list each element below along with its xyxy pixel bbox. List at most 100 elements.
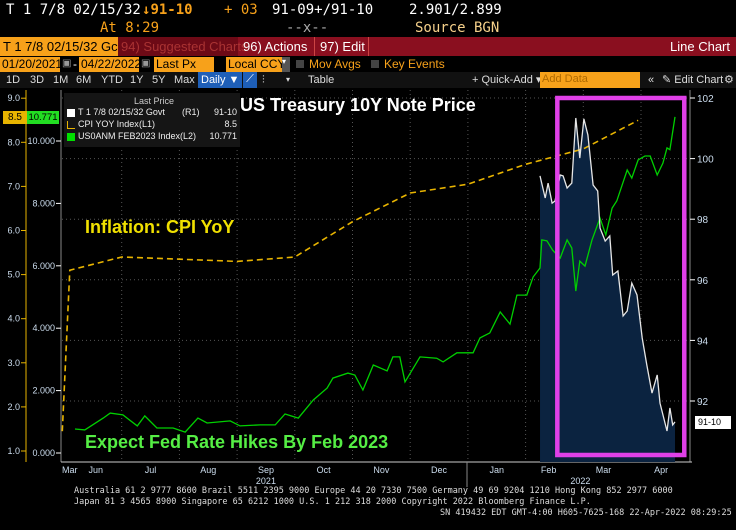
periodicity-select[interactable]: Daily ▼ (198, 72, 243, 88)
range-1m[interactable]: 1M (53, 74, 69, 86)
x-tick-label: Mar (596, 465, 612, 475)
legend-axis: (L2) (180, 131, 197, 141)
edit-chart-button[interactable]: ✎ Edit Chart (662, 74, 724, 86)
year-label: 2021 (256, 476, 276, 486)
cpi-series-line (61, 119, 639, 432)
cpi-tick-label: 5.0 (7, 270, 20, 280)
cpi-tick-label: 4.0 (7, 314, 20, 324)
x-tick-label: Sep (258, 465, 274, 475)
collapse-icon[interactable]: « (648, 74, 655, 86)
x-tick-label: Apr (654, 465, 668, 475)
legend-swatch-fed (67, 133, 75, 141)
edit-menu[interactable]: 97) Edit (317, 37, 369, 56)
fed-tick-label: 0.000 (32, 448, 55, 458)
field-select[interactable]: Last Px (154, 57, 214, 72)
legend-title: Last Price (134, 96, 175, 106)
cpi-tick-label: 3.0 (7, 358, 20, 368)
cpi-tick-label: 8.0 (7, 137, 20, 147)
bid-ask: 91-09+/91-10 (272, 2, 374, 18)
x-tick-label: Jun (88, 465, 103, 475)
footer-line-3: SN 419432 EDT GMT-4:00 H605-7625-168 22-… (440, 508, 732, 518)
year-label: 2022 (570, 476, 590, 486)
chart-area[interactable]: 1.0 2.0 3.0 4.0 5.0 6.0 7.0 8.0 9.0 0.000 2.000 4.0… (0, 88, 736, 530)
range-max[interactable]: Max (174, 74, 195, 86)
fed-series-line (74, 116, 676, 433)
x-tick-label: Nov (373, 465, 390, 475)
date-controls: 01/20/2021 ▣ - 04/22/2022 ▣ Last Px Loca… (0, 56, 736, 72)
range-1d[interactable]: 1D (6, 74, 21, 86)
price-area-fill (540, 118, 676, 462)
line-chart-icon[interactable]: ⟋ (243, 72, 257, 88)
legend-name: CPI YOY Index (78, 119, 139, 129)
bar-chart-icon[interactable]: ⫶ (262, 74, 265, 86)
footer-line-1: Australia 61 2 9777 8600 Brazil 5511 239… (74, 486, 673, 496)
price-last-badge: 91-10 (695, 416, 731, 429)
cpi-tick-label: 1.0 (7, 446, 20, 456)
range-toolbar: 1D 3D 1M 6M YTD 1Y 5Y Max Daily ▼ ⟋ ⫶ ▾ … (0, 72, 736, 88)
range-6m[interactable]: 6M (76, 74, 92, 86)
mov-avgs-checkbox[interactable] (296, 60, 304, 68)
annotation-fed: Expect Fed Rate Hikes By Feb 2023 (85, 432, 389, 452)
last-price-value: 91-10 (150, 2, 193, 18)
cpi-tick-label: 6.0 (7, 226, 20, 236)
key-events-label[interactable]: Key Events (384, 57, 445, 71)
mid-indicator: --x-- (286, 20, 329, 36)
price-tick-label: 100 (697, 155, 714, 166)
price-change: + 03 (224, 2, 258, 18)
legend-value: 8.5 (224, 119, 237, 129)
range-1y[interactable]: 1Y (130, 74, 144, 86)
fed-tick-label: 2.000 (32, 386, 55, 396)
quick-add-button[interactable]: + Quick-Add ▾ (472, 74, 542, 86)
legend-value: 91-10 (213, 107, 237, 117)
range-5y[interactable]: 5Y (152, 74, 166, 86)
range-3d[interactable]: 3D (30, 74, 45, 86)
highlight-box (555, 95, 687, 458)
legend-swatch-cpi (67, 121, 75, 129)
calendar-icon[interactable]: ▣ (141, 58, 151, 69)
x-tick-label: Jan (489, 465, 504, 475)
command-bar: T 1 7/8 02/15/32 Gc 94) Suggested Charts… (0, 37, 736, 56)
calendar-icon[interactable]: ▣ (62, 58, 72, 69)
end-date-input[interactable]: 04/22/2022 (79, 57, 142, 72)
source: Source BGN (415, 20, 500, 36)
price-tick-label: 98 (697, 215, 709, 226)
price-tick-label: 96 (697, 276, 709, 287)
chevron-down-icon[interactable]: ▾ (282, 57, 290, 72)
legend-axis: (R1) (182, 107, 200, 117)
annotation-title: US Treasury 10Y Note Price (240, 95, 476, 115)
chevron-down-icon[interactable]: ▾ (286, 75, 291, 84)
range-ytd[interactable]: YTD (101, 74, 123, 86)
cpi-tick-label: 2.0 (7, 402, 20, 412)
quote-time: At 8:29 (100, 20, 160, 36)
suggested-charts-button[interactable]: 94) Suggested Charts (118, 37, 247, 56)
key-events-checkbox[interactable] (371, 60, 379, 68)
cpi-tick-label: 9.0 (7, 93, 20, 103)
x-tick-label: Dec (431, 465, 448, 475)
cpi-tick-label: 7.0 (7, 181, 20, 191)
x-tick-label: Mar (62, 465, 78, 475)
x-tick-label: Oct (317, 465, 332, 475)
fed-tick-label: 10.000 (27, 136, 55, 146)
currency-select[interactable]: Local CCY (226, 57, 286, 72)
annotation-cpi: Inflation: CPI YoY (85, 217, 235, 237)
price-tick-label: 92 (697, 397, 709, 408)
table-button[interactable]: Table (308, 74, 335, 86)
add-data-input[interactable]: Add Data (540, 72, 640, 88)
x-tick-label: Aug (200, 465, 216, 475)
footer-line-2: Japan 81 3 4565 8900 Singapore 65 6212 1… (74, 497, 591, 507)
price-tick-label: 102 (697, 94, 714, 105)
actions-menu[interactable]: 96) Actions (240, 37, 315, 56)
start-date-input[interactable]: 01/20/2021 (0, 57, 63, 72)
x-tick-label: Jul (145, 465, 157, 475)
fed-tick-label: 8.000 (32, 198, 55, 208)
price-series-line (539, 117, 676, 432)
chart-type-label: Line Chart (670, 39, 730, 54)
price-tick-label: 94 (697, 336, 709, 347)
fed-tick-label: 6.000 (32, 261, 55, 271)
mov-avgs-label[interactable]: Mov Avgs (309, 57, 361, 71)
date-separator: - (73, 57, 77, 71)
quote-subheader: At 8:29 --x-- Source BGN (0, 20, 736, 37)
last-price: ↓91-10 (142, 2, 193, 18)
gear-icon[interactable]: ⚙ (724, 74, 734, 86)
ticker-field[interactable]: T 1 7/8 02/15/32 Gc (0, 37, 118, 56)
